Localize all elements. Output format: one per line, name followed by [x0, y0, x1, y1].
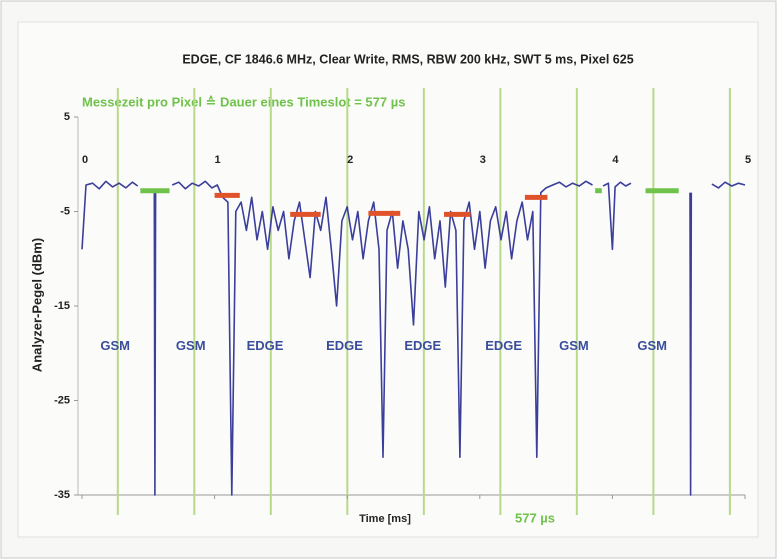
slot-label: EDGE [404, 338, 441, 353]
y-tick-label: -25 [54, 394, 70, 406]
panel [17, 21, 759, 538]
y-tick-label: 5 [64, 111, 70, 123]
trace [81, 180, 746, 496]
y-tick-label: -5 [60, 205, 70, 217]
slot-label: GSM [176, 338, 206, 353]
x-tick-label: 5 [745, 154, 751, 166]
slot-label: GSM [559, 338, 589, 353]
x-tick-label: 2 [347, 154, 353, 166]
subtitle: Messezeit pro Pixel ≙ Dauer eines Timesl… [82, 94, 405, 109]
y-tick-label: -35 [54, 489, 70, 501]
slot-label: GSM [100, 338, 130, 353]
slot-note: 577 µs [515, 510, 555, 525]
slot-label: EDGE [326, 338, 363, 353]
x-tick-label: 1 [215, 154, 221, 166]
y-tick-label: -15 [54, 300, 70, 312]
x-tick-label: 3 [480, 154, 486, 166]
slot-label: EDGE [485, 338, 522, 353]
x-tick-label: 0 [82, 154, 88, 166]
y-axis-label: Analyzer-Pegel (dBm) [29, 238, 44, 372]
x-tick-label: 4 [612, 154, 619, 166]
slot-label: EDGE [247, 338, 284, 353]
x-axis-label: Time [ms] [359, 513, 411, 525]
slot-label: GSM [637, 338, 667, 353]
chart-title: EDGE, CF 1846.6 MHz, Clear Write, RMS, R… [182, 52, 633, 66]
